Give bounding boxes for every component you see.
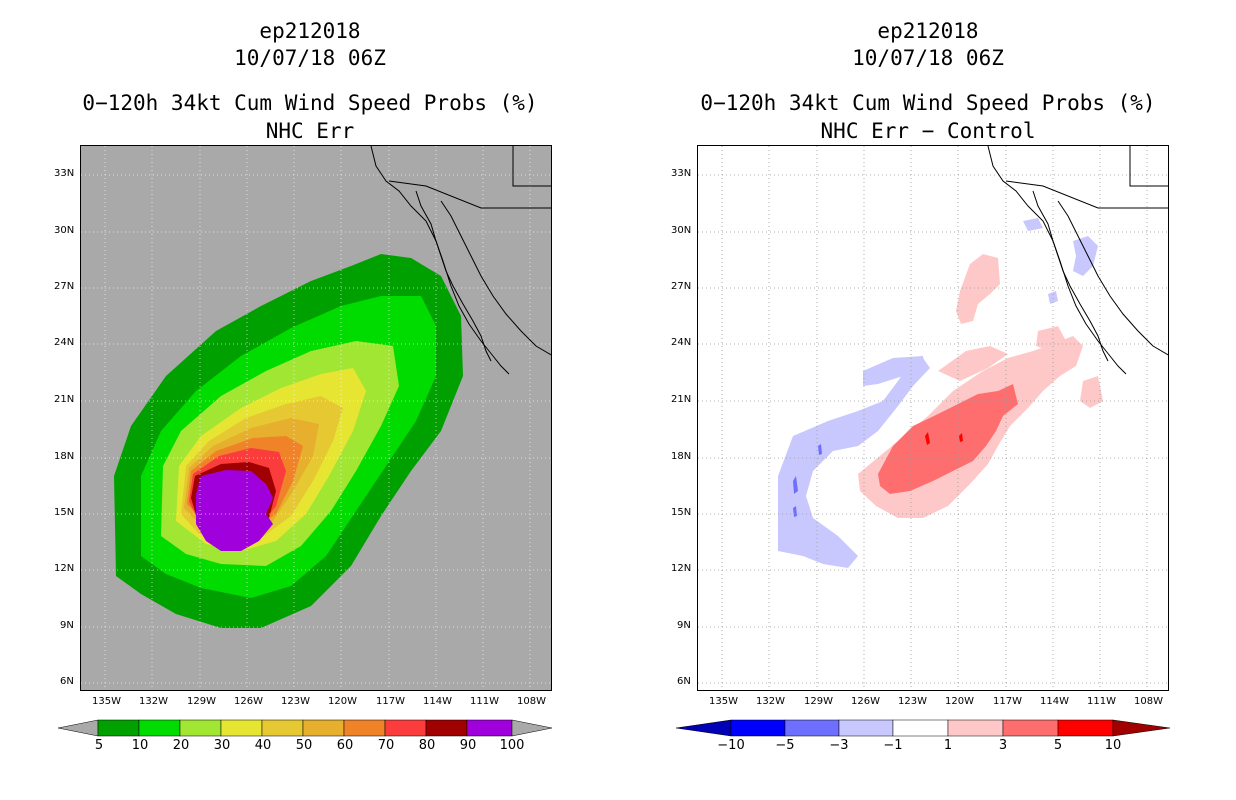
us-state-border [512,146,551,187]
left-lat-label: 9N [60,620,74,631]
us-mexico-border [388,180,551,209]
left-lon-label: 120W [328,696,357,707]
left-colorbar-label: 5 [94,738,104,753]
left-colorbar-label: 70 [377,738,395,753]
right-colorbar-label: −10 [717,738,745,753]
diff-negative-region [793,476,798,494]
right-lat-label: 33N [671,168,692,179]
right-lon-label: 108W [1134,696,1163,707]
left-colorbar-label: 40 [254,738,272,753]
left-lon-label: 114W [423,696,452,707]
right-lat-label: 15N [671,507,692,518]
left-lon-label: 129W [187,696,216,707]
left-lon-label: 123W [281,696,310,707]
left-lat-label: 24N [54,337,75,348]
left-lat-label: 27N [54,281,75,292]
right-lat-label: 27N [671,281,692,292]
diff-negative-region [1048,291,1058,304]
right-lon-label: 117W [993,696,1022,707]
left-colorbar-label: 80 [418,738,436,753]
right-lat-label: 21N [671,394,692,405]
right-lat-label: 18N [671,451,692,462]
diff-positive-region [925,432,930,445]
left-lat-label: 33N [54,168,75,179]
prob-contour-90 [196,470,273,551]
left-lon-label: 132W [139,696,168,707]
left-datetime: 10/07/18 06Z [234,46,386,70]
left-lat-label: 30N [54,225,75,236]
left-colorbar [58,718,552,738]
diff-negative-region [1023,218,1043,231]
right-lat-label: 30N [671,225,692,236]
right-colorbar-label: −3 [829,738,849,753]
left-lon-label: 117W [376,696,405,707]
right-lon-label: 135W [709,696,738,707]
diff-positive-region [1036,326,1066,351]
right-difference-map [697,145,1169,691]
right-lon-label: 114W [1040,696,1069,707]
gulf-coast [440,200,551,356]
diff-positive-region [1080,376,1103,408]
left-storm-id: ep212018 [259,19,361,43]
gulf-coast [1057,200,1168,356]
left-lon-label: 126W [234,696,263,707]
left-lat-label: 6N [60,676,74,687]
right-lat-label: 12N [671,563,692,574]
diff-positive-region [959,433,963,442]
left-colorbar-label: 60 [336,738,354,753]
left-product-title: 0−120h 34kt Cum Wind Speed Probs (%) [82,91,538,115]
right-lon-label: 123W [898,696,927,707]
right-colorbar-label: −5 [775,738,795,753]
right-storm-id: ep212018 [877,19,979,43]
diff-negative-region [863,356,926,386]
right-product-title: 0−120h 34kt Cum Wind Speed Probs (%) [700,91,1156,115]
left-colorbar-label: 90 [459,738,477,753]
diff-negative-region [778,358,930,568]
right-subtitle: NHC Err − Control [820,119,1036,143]
right-lat-label: 9N [677,620,691,631]
diff-negative-region [818,444,822,455]
diff-negative-region [1073,236,1098,276]
right-datetime: 10/07/18 06Z [852,46,1004,70]
left-colorbar-label: 100 [499,738,525,753]
right-colorbar-label: 10 [1104,738,1122,753]
left-subtitle: NHC Err [265,119,355,143]
left-lat-label: 12N [54,563,75,574]
right-lon-label: 111W [1087,696,1116,707]
baja-peninsula [415,190,492,362]
right-colorbar-label: 1 [943,738,953,753]
left-colorbar-label: 10 [131,738,149,753]
left-lat-label: 21N [54,394,75,405]
right-lon-label: 129W [804,696,833,707]
right-lon-label: 120W [945,696,974,707]
right-colorbar-label: −1 [883,738,903,753]
us-mexico-border [1005,180,1168,209]
left-lon-label: 111W [470,696,499,707]
right-colorbar [676,718,1170,738]
left-lon-label: 108W [517,696,546,707]
left-colorbar-label: 50 [295,738,313,753]
diff-positive-region [956,254,1000,324]
left-colorbar-label: 20 [172,738,190,753]
right-lon-label: 126W [851,696,880,707]
left-lon-label: 135W [92,696,121,707]
right-lon-label: 132W [756,696,785,707]
diff-positive-region [878,384,1018,494]
left-lat-label: 18N [54,451,75,462]
diff-positive-region [938,346,1008,381]
left-probability-map [80,145,552,691]
right-lat-label: 24N [671,337,692,348]
left-lat-label: 15N [54,507,75,518]
right-colorbar-label: 5 [1053,738,1063,753]
right-colorbar-label: 3 [998,738,1008,753]
baja-peninsula [1032,190,1109,362]
right-lat-label: 6N [677,676,691,687]
us-state-border [1129,146,1168,187]
left-colorbar-label: 30 [213,738,231,753]
